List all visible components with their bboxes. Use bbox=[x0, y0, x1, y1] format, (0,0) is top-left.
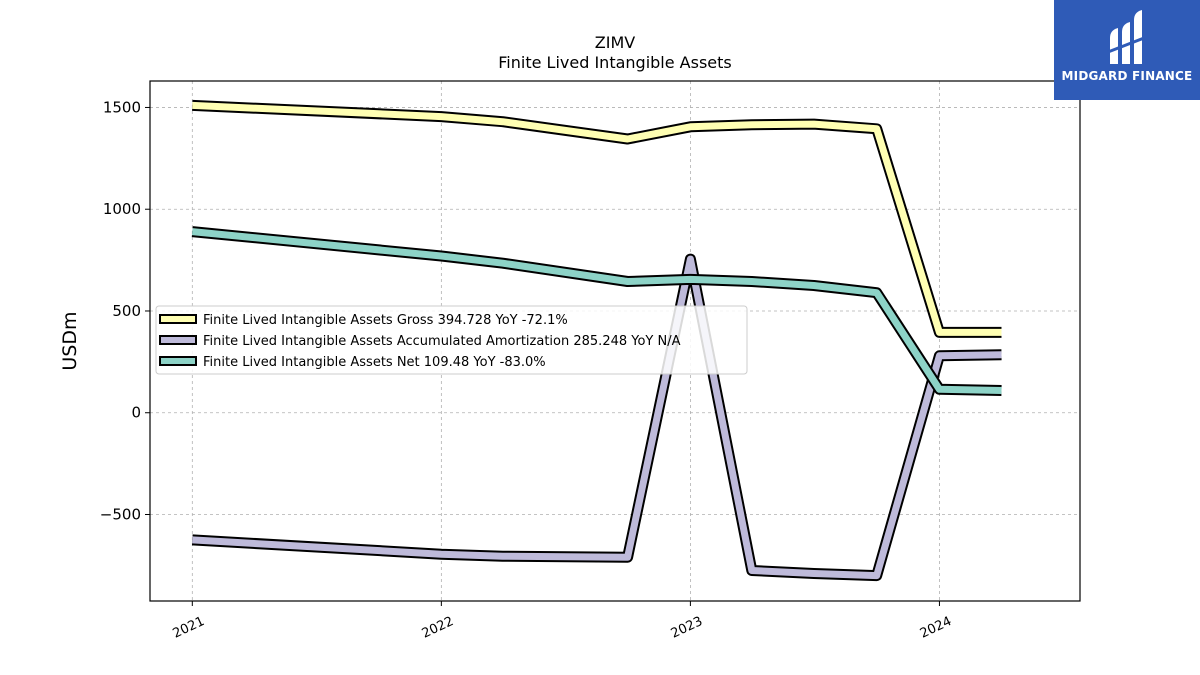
y-tick-label: 500 bbox=[112, 302, 141, 320]
legend-swatch bbox=[159, 314, 197, 324]
legend: Finite Lived Intangible Assets Gross 394… bbox=[155, 305, 748, 375]
legend-swatch bbox=[159, 335, 197, 345]
logo-text: MIDGARD FINANCE bbox=[1061, 69, 1193, 83]
y-tick-label: 0 bbox=[131, 404, 141, 422]
y-tick-label: −500 bbox=[100, 506, 141, 524]
midgard-finance-logo: MIDGARD FINANCE bbox=[1054, 0, 1200, 100]
series-line-finite-lived-intangible-assets-net bbox=[191, 228, 1002, 394]
legend-box bbox=[155, 305, 748, 375]
x-tick-label: 2021 bbox=[171, 614, 207, 642]
y-tick-label: 1000 bbox=[103, 200, 141, 218]
chart-title: ZIMV bbox=[595, 33, 635, 52]
x-tick-label: 2022 bbox=[420, 614, 456, 642]
y-tick-label: 1500 bbox=[103, 98, 141, 116]
series-line-finite-lived-intangible-assets-gross bbox=[192, 101, 1002, 336]
x-tick-label: 2024 bbox=[918, 614, 954, 642]
legend-swatch bbox=[159, 356, 197, 366]
series-lines bbox=[191, 99, 1002, 582]
x-tick-label: 2023 bbox=[669, 614, 705, 642]
legend-label: Finite Lived Intangible Assets Gross 394… bbox=[203, 313, 568, 328]
chart-subtitle: Finite Lived Intangible Assets bbox=[498, 53, 731, 72]
midgard-logo-icon bbox=[1107, 10, 1145, 64]
legend-label: Finite Lived Intangible Assets Accumulat… bbox=[203, 334, 681, 349]
plot-frame bbox=[149, 80, 1081, 602]
series-line-finite-lived-intangible-assets-accumulated-amortization bbox=[192, 255, 1002, 580]
legend-label: Finite Lived Intangible Assets Net 109.4… bbox=[203, 355, 546, 370]
y-axis-label: USDm bbox=[59, 311, 81, 370]
